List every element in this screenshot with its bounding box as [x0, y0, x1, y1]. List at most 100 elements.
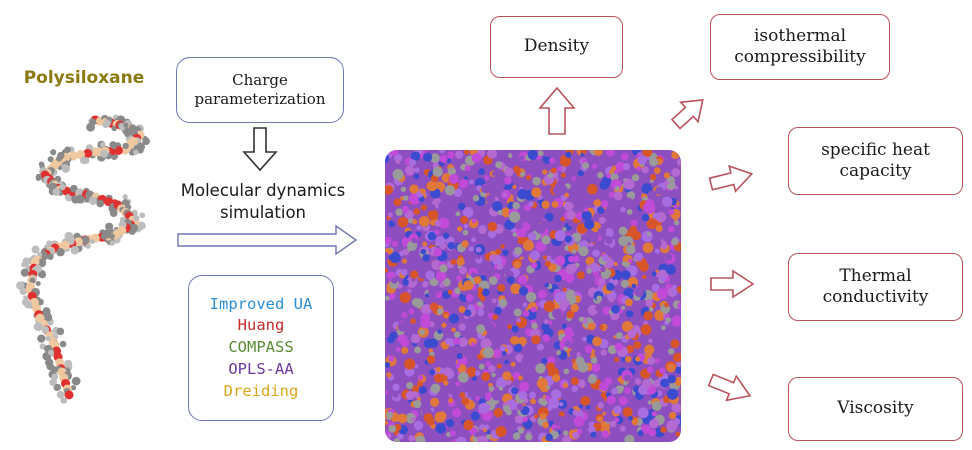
md-atom	[390, 400, 397, 408]
polymer-atom	[139, 212, 146, 219]
polymer-atom	[103, 119, 111, 128]
md-atom	[572, 249, 577, 254]
md-atom	[560, 172, 567, 178]
md-atom	[458, 337, 468, 348]
md-atom	[513, 308, 522, 317]
md-atom	[636, 166, 642, 172]
md-atom	[542, 169, 548, 175]
md-atom	[595, 306, 600, 311]
md-atom	[675, 431, 681, 437]
md-atom	[485, 361, 491, 367]
md-atom	[491, 298, 497, 304]
md-atom	[502, 249, 509, 256]
md-atom	[588, 426, 596, 434]
polymer-atom	[52, 188, 61, 196]
md-atom	[571, 323, 582, 334]
polymer-atom	[35, 173, 42, 180]
md-atom	[660, 378, 670, 388]
md-atom	[435, 366, 442, 373]
md-atom	[606, 173, 612, 179]
md-atom	[565, 263, 577, 275]
md-atom	[628, 415, 633, 421]
md-atom	[633, 341, 642, 349]
md-atom	[480, 338, 492, 350]
md-atom	[514, 246, 523, 255]
md-atom	[546, 362, 556, 372]
md-atom	[417, 380, 423, 387]
md-atom	[651, 271, 657, 277]
md-atom	[542, 255, 548, 260]
md-atom	[478, 363, 485, 370]
md-atom	[673, 204, 678, 209]
md-atom	[661, 325, 666, 331]
md-atom	[535, 363, 546, 374]
md-atom	[418, 375, 424, 381]
md-atom	[510, 335, 520, 345]
md-atom	[653, 167, 661, 175]
md-atom	[584, 219, 595, 230]
md-atom	[397, 334, 408, 344]
polymer-atom	[56, 155, 63, 162]
md-atom	[389, 252, 401, 264]
md-atom	[423, 152, 433, 162]
polymer-atom	[100, 142, 106, 148]
md-atom	[593, 150, 603, 156]
md-atom	[404, 366, 415, 377]
md-atom	[393, 438, 401, 442]
polymer-atom	[56, 327, 65, 336]
md-atom	[554, 427, 559, 432]
md-atom	[565, 273, 575, 283]
md-atom	[459, 392, 466, 399]
md-atom	[464, 309, 472, 317]
md-atom	[613, 191, 623, 201]
output-viscosity-label: Viscosity	[837, 398, 914, 419]
md-atom	[603, 413, 613, 423]
md-atom	[478, 168, 485, 175]
md-atom	[410, 318, 416, 325]
polymer-atom	[45, 335, 51, 342]
md-atom	[410, 270, 419, 279]
md-atom	[597, 402, 605, 409]
md-atom	[449, 430, 456, 437]
polymer-atom	[60, 397, 68, 404]
md-atom	[589, 242, 594, 247]
md-atom	[625, 244, 636, 255]
md-atom	[494, 306, 503, 315]
md-atom	[514, 415, 524, 424]
md-atom	[626, 208, 633, 215]
md-atom	[611, 387, 619, 395]
polymer-atom	[35, 281, 41, 287]
md-atom	[448, 313, 460, 324]
md-atom	[544, 395, 551, 402]
md-atom	[494, 167, 499, 173]
md-atom	[385, 268, 389, 273]
md-atom	[425, 270, 435, 280]
output-density-box: Density	[490, 16, 623, 78]
polymer-atom	[71, 376, 81, 386]
md-atom	[400, 269, 408, 276]
md-atom	[560, 216, 566, 222]
md-atom	[608, 296, 615, 303]
md-atom	[648, 306, 654, 312]
md-atom	[562, 226, 567, 232]
charge-parameterization-box: Charge parameterization	[176, 57, 344, 123]
md-atom	[388, 293, 396, 300]
md-atom	[666, 363, 676, 373]
md-atom	[554, 274, 562, 283]
md-atom	[447, 151, 455, 159]
md-atom	[621, 321, 633, 332]
md-atom	[428, 203, 436, 211]
md-atom	[666, 388, 679, 400]
md-atom	[621, 305, 626, 310]
md-atom	[591, 363, 601, 373]
md-atom	[624, 434, 635, 442]
md-atom	[477, 309, 485, 317]
md-atom	[529, 250, 540, 261]
md-atom	[385, 276, 390, 285]
md-atom	[513, 343, 523, 353]
md-atom	[559, 402, 564, 407]
md-atom	[407, 288, 412, 294]
md-atom	[419, 329, 426, 336]
md-atom	[645, 198, 655, 209]
